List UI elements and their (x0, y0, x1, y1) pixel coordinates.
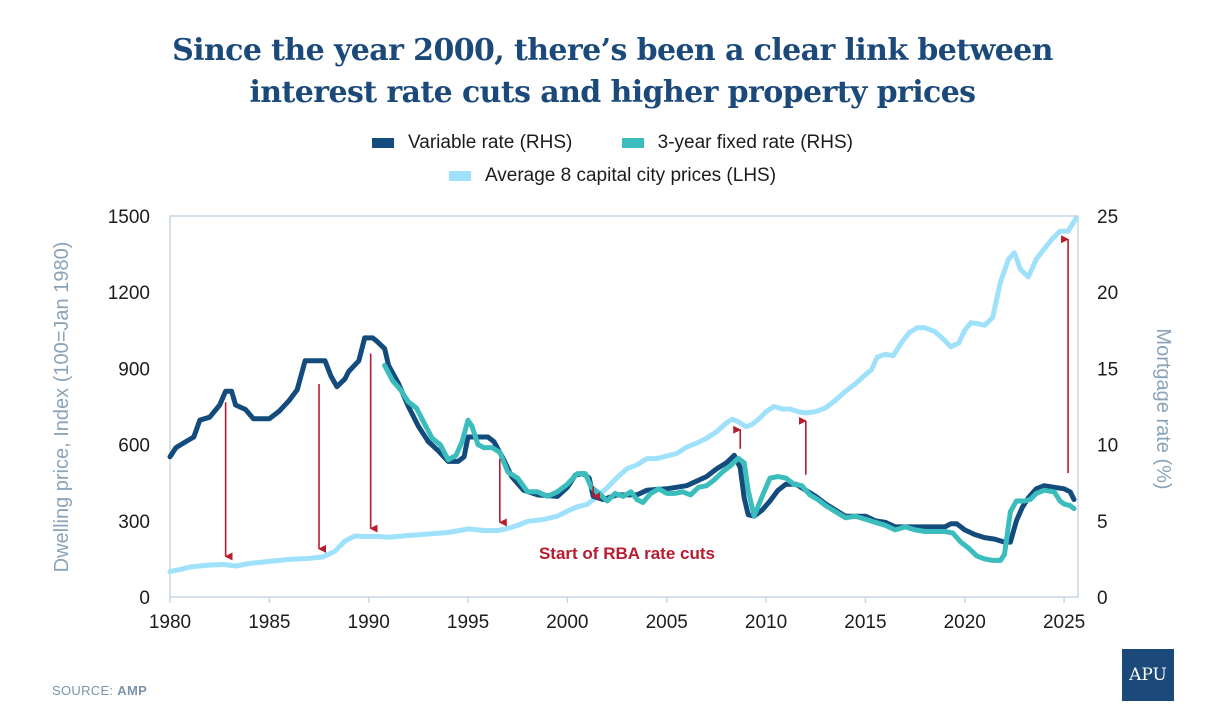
legend-row-2: Average 8 capital city prices (LHS) (0, 165, 1225, 187)
y-axis-right: 0 5 10 15 20 25 (1097, 207, 1118, 609)
y-right-tick-label: 15 (1097, 359, 1118, 380)
legend-item-capital-city-prices: Average 8 capital city prices (LHS) (448, 165, 777, 187)
x-tick-label: 2025 (1043, 612, 1085, 633)
y-axis-left: 0 300 600 900 1200 1500 (108, 207, 150, 609)
y-right-tick-label: 0 (1097, 588, 1108, 609)
y-left-tick-label: 900 (118, 359, 150, 380)
y-left-tick-label: 0 (139, 588, 150, 609)
x-tick-label: 1980 (149, 612, 191, 633)
x-tick-label: 1990 (348, 612, 390, 633)
x-tick-label: 2015 (844, 612, 886, 633)
plot-frame (169, 215, 1079, 598)
x-tick-label: 2020 (944, 612, 986, 633)
legend-label-capital-city-prices: Average 8 capital city prices (LHS) (484, 165, 777, 186)
y-left-tick-label: 300 (118, 512, 150, 533)
source-prefix: SOURCE: (52, 683, 118, 698)
y-right-tick-label: 5 (1097, 512, 1108, 533)
legend-row-1: Variable rate (RHS) 3-year fixed rate (R… (0, 132, 1225, 154)
y-right-tick-label: 25 (1097, 207, 1118, 228)
annotation-rba-rate-cuts: Start of RBA rate cuts (539, 544, 715, 563)
legend-label-variable-rate: Variable rate (RHS) (408, 132, 573, 153)
chart-title: Since the year 2000, there’s been a clea… (0, 30, 1225, 114)
y-axis-right-label: Mortgage rate (%) (1152, 328, 1174, 489)
chart-title-line-2: interest rate cuts and higher property p… (249, 75, 977, 110)
series-fixed-rate (382, 362, 1077, 563)
legend-label-fixed-rate: 3-year fixed rate (RHS) (657, 132, 853, 153)
legend-swatch-fixed-rate (621, 138, 644, 148)
source-name: AMP (117, 683, 148, 698)
series-capital-city-prices (167, 216, 1079, 575)
x-tick-label: 1985 (248, 612, 290, 633)
series-layer (167, 216, 1079, 575)
x-tick-label: 1995 (447, 612, 489, 633)
x-tick-label: 2005 (646, 612, 688, 633)
source-note: SOURCE: AMP (52, 683, 147, 698)
legend-swatch-capital-city-prices (448, 171, 471, 181)
y-axis-left-label: Dwelling price, Index (100=Jan 1980) (51, 242, 73, 573)
legend-item-fixed-rate: 3-year fixed rate (RHS) (621, 132, 853, 154)
chart-title-line-1: Since the year 2000, there’s been a clea… (172, 33, 1053, 68)
legend-swatch-variable-rate (372, 138, 394, 148)
x-axis: 1980 1985 1990 1995 2000 2005 2010 2015 2020 2025 (149, 597, 1085, 633)
y-left-tick-label: 600 (118, 436, 150, 457)
x-tick-label: 2000 (546, 612, 588, 633)
annotation-layer: Start of RBA rate cuts (224, 235, 1070, 563)
apu-logo: APU (1122, 649, 1174, 701)
logo-text: APU (1129, 665, 1167, 685)
y-left-tick-label: 1200 (108, 283, 150, 304)
y-right-tick-label: 20 (1097, 283, 1118, 304)
y-right-tick-label: 10 (1097, 436, 1118, 457)
y-left-tick-label: 1500 (108, 207, 150, 228)
series-variable-rate (167, 335, 1077, 545)
x-tick-label: 2010 (745, 612, 787, 633)
legend-item-variable-rate: Variable rate (RHS) (372, 132, 572, 154)
